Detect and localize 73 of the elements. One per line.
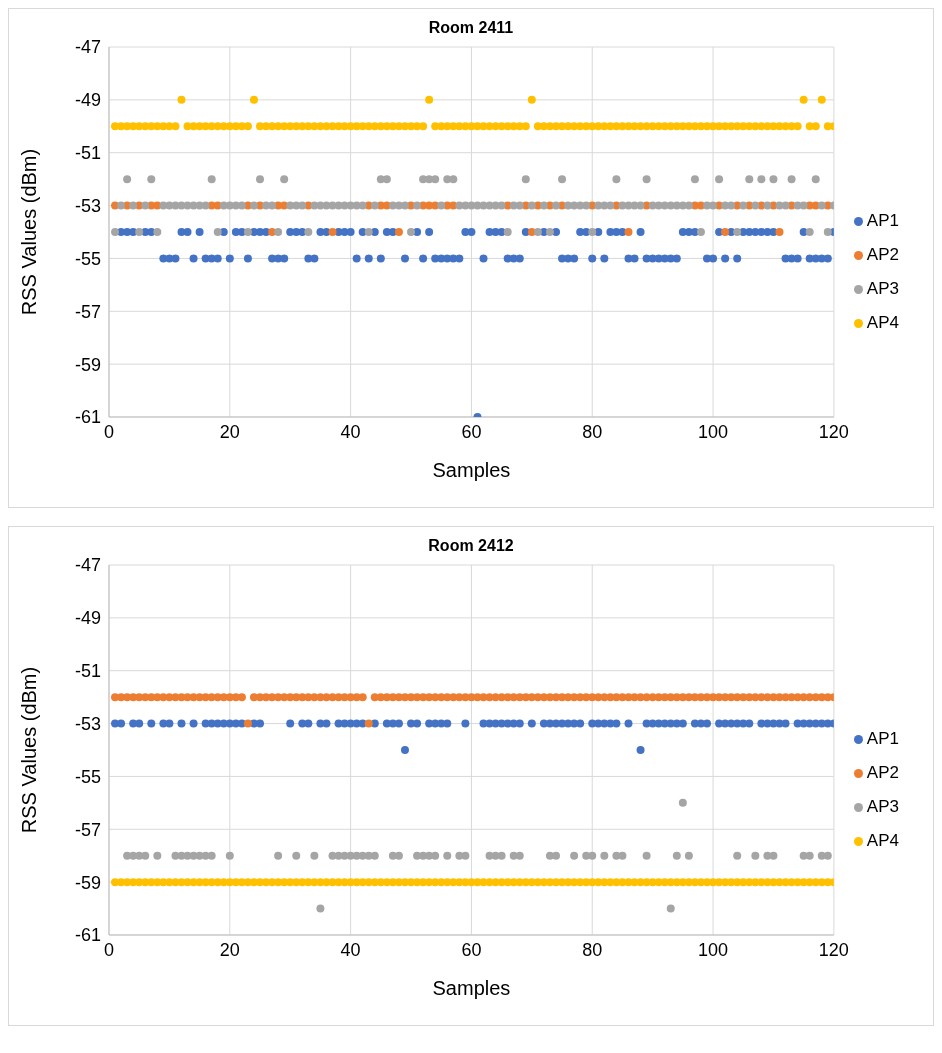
y-tick-label: -57 [74, 301, 101, 322]
point [225, 851, 234, 860]
point [684, 851, 693, 860]
y-tick-label: -59 [74, 872, 101, 893]
point [642, 851, 651, 860]
x-tick-label: 60 [461, 939, 482, 960]
y-tick-label: -47 [74, 37, 101, 58]
x-tick-label: 40 [340, 421, 361, 442]
point [141, 851, 150, 860]
point [310, 851, 319, 860]
x-tick-label: 80 [582, 421, 603, 442]
x-tick-label: 0 [103, 421, 115, 442]
y-tick-label: -61 [74, 407, 101, 428]
point [733, 851, 742, 860]
point [515, 851, 524, 860]
point [431, 851, 440, 860]
y-tick-label: -51 [74, 661, 101, 682]
y-axis-title: RSS Values (dBm) [18, 148, 41, 316]
legend-label: AP1 [866, 211, 899, 230]
y-tick-label: -59 [74, 354, 101, 375]
y-tick-label: -53 [74, 195, 101, 216]
legend-label: AP3 [866, 797, 899, 816]
legend-label: AP1 [866, 729, 899, 748]
x-axis-title: Samples [432, 459, 511, 481]
point [618, 851, 627, 860]
point [497, 851, 506, 860]
point [207, 851, 216, 860]
point [600, 851, 609, 860]
legend-label: AP3 [866, 279, 899, 298]
chart-title: Room 2411 [427, 18, 515, 37]
point [316, 904, 325, 913]
point [171, 851, 180, 860]
x-tick-label: 120 [818, 939, 849, 960]
point [461, 851, 470, 860]
legend-label: AP4 [866, 831, 899, 850]
x-axis-title: Samples [432, 977, 511, 999]
legend-label: AP4 [866, 313, 899, 332]
point [769, 851, 778, 860]
point [805, 851, 814, 860]
point [588, 851, 597, 860]
point [292, 851, 301, 860]
chart-title: Room 2412 [427, 536, 515, 555]
legend-label: AP2 [866, 245, 899, 264]
point [552, 851, 560, 860]
point [153, 851, 162, 860]
y-tick-label: -47 [74, 555, 101, 576]
x-tick-label: 20 [219, 421, 240, 442]
y-tick-label: -55 [74, 766, 101, 787]
legend-label: AP2 [866, 763, 899, 782]
x-tick-label: 80 [582, 939, 603, 960]
point [666, 904, 675, 913]
x-tick-label: 20 [219, 939, 240, 960]
x-tick-label: 40 [340, 939, 361, 960]
point [370, 851, 379, 860]
y-axis-title: RSS Values (dBm) [18, 666, 41, 834]
point [443, 851, 452, 860]
y-tick-label: -51 [74, 143, 101, 164]
point [672, 851, 681, 860]
y-tick-label: -53 [74, 713, 101, 734]
y-tick-label: -49 [74, 608, 101, 629]
x-tick-label: 100 [698, 939, 729, 960]
point [751, 851, 760, 860]
point [678, 798, 687, 807]
x-tick-label: 60 [461, 421, 482, 442]
y-tick-label: -49 [74, 90, 101, 111]
y-tick-label: -57 [74, 819, 101, 840]
point [570, 851, 579, 860]
x-tick-label: 0 [103, 939, 115, 960]
y-tick-label: -61 [74, 925, 101, 946]
x-tick-label: 120 [818, 421, 849, 442]
point [274, 851, 283, 860]
x-tick-label: 100 [698, 421, 729, 442]
y-tick-label: -55 [74, 248, 101, 269]
